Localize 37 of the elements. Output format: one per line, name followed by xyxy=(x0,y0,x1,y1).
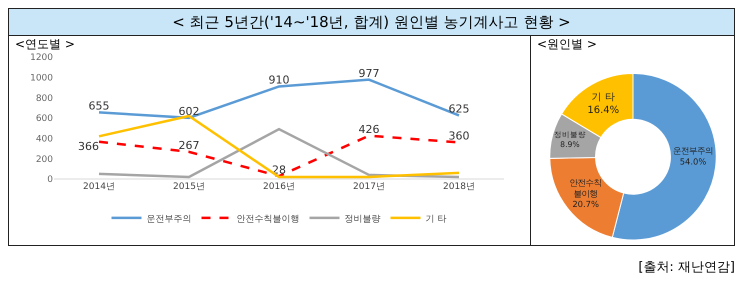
y-tick-label: 400 xyxy=(36,134,54,144)
data-label: 366 xyxy=(78,140,99,154)
data-label: 16.4% xyxy=(587,105,620,116)
x-tick-label: 2014년 xyxy=(83,182,115,192)
legend-label: 정비불량 xyxy=(344,214,380,224)
chart-subtitle: <연도별 > xyxy=(15,36,75,53)
chart-title: < 최근 5년간('14~'18년, 합계) 원인별 농기계사고 현황 > xyxy=(8,8,735,36)
data-label: 267 xyxy=(178,139,200,152)
data-label: 977 xyxy=(358,66,380,80)
data-label: 8.9% xyxy=(560,140,580,149)
data-label: 360 xyxy=(448,130,470,143)
x-tick-label: 2015년 xyxy=(173,182,205,192)
text: [출처: 재난연감] xyxy=(638,259,735,276)
data-label: 910 xyxy=(268,74,290,87)
data-label: 625 xyxy=(448,102,470,116)
legend-label: 운전부주의 xyxy=(146,214,192,224)
legend-label: 기 타 xyxy=(426,214,446,224)
data-label: 54.0% xyxy=(680,156,706,166)
slice-label: 운전부주의 xyxy=(673,145,714,156)
slice-label: 정비불량 xyxy=(554,130,586,139)
x-tick-label: 2018년 xyxy=(443,182,475,192)
data-label: 426 xyxy=(358,122,380,136)
slice-label: 기 타 xyxy=(592,92,615,104)
x-tick-label: 2017년 xyxy=(353,182,385,192)
y-tick-label: 1200 xyxy=(30,53,54,64)
y-tick-label: 200 xyxy=(36,154,54,165)
x-tick-label: 2016년 xyxy=(263,182,295,192)
legend-label: 안전수칙불이행 xyxy=(236,214,300,224)
y-tick-label: 0 xyxy=(47,175,54,186)
y-tick-label: 600 xyxy=(36,114,54,124)
y-tick-label: 1000 xyxy=(30,73,54,84)
data-label: 655 xyxy=(88,100,110,113)
y-tick-label: 800 xyxy=(36,94,54,104)
chart-title: <원인별 > xyxy=(537,36,597,53)
data-label: 602 xyxy=(178,105,200,118)
slice-label: 안전수칙 불이행 xyxy=(570,177,602,198)
data-label: 20.7% xyxy=(572,199,600,210)
